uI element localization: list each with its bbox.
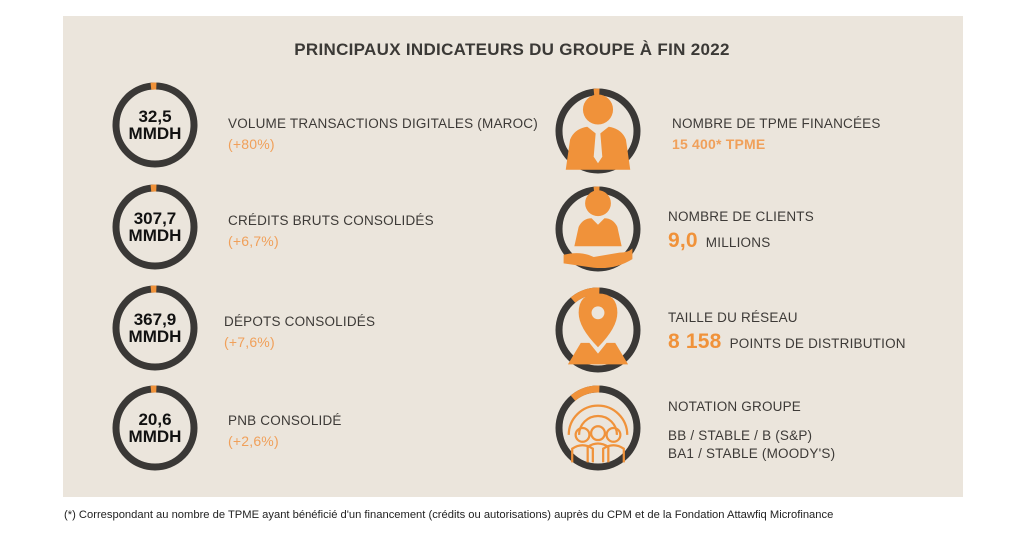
kpi-unit: MMDH: [128, 427, 182, 446]
kpi-ring: 307,7 MMDH: [112, 184, 198, 270]
kpi-value: 32,5: [138, 107, 172, 126]
kpi-unit: POINTS DE DISTRIBUTION: [729, 336, 906, 351]
kpi-unit: MMDH: [128, 327, 182, 346]
infographic-panel: [63, 16, 963, 497]
kpi-value-line: 9,0 MILLIONS: [668, 229, 770, 253]
kpi-ring: [555, 385, 641, 471]
ring-graphic: [112, 184, 198, 270]
kpi-unit: MMDH: [128, 124, 182, 143]
ring-graphic: [555, 385, 641, 471]
kpi-unit: MILLIONS: [705, 235, 771, 250]
kpi-ring: 20,6 MMDH: [112, 385, 198, 471]
kpi-change: (+80%): [228, 136, 275, 152]
rating-moodys: BA1 / STABLE (MOODY'S): [668, 446, 836, 461]
kpi-ring: 32,5 MMDH: [112, 82, 198, 168]
kpi-ring: [555, 88, 641, 174]
kpi-label: CRÉDITS BRUTS CONSOLIDÉS: [228, 213, 434, 228]
kpi-value: 367,9: [133, 310, 177, 329]
ring-graphic: [112, 285, 198, 371]
rating-sp: BB / STABLE / B (S&P): [668, 428, 813, 443]
client-hand-icon: [563, 190, 633, 269]
kpi-ring: [555, 186, 641, 272]
kpi-value-line: 8 158 POINTS DE DISTRIBUTION: [668, 330, 906, 354]
ring-graphic: [112, 82, 198, 168]
kpi-label: VOLUME TRANSACTIONS DIGITALES (MAROC): [228, 116, 538, 131]
kpi-change: (+6,7%): [228, 233, 279, 249]
kpi-label: NOMBRE DE TPME FINANCÉES: [672, 116, 881, 131]
page-title: PRINCIPAUX INDICATEURS DU GROUPE À FIN 2…: [294, 40, 730, 59]
kpi-value: 307,7: [133, 209, 177, 228]
kpi-value: 8 158: [668, 330, 722, 353]
map-pin-icon: [567, 293, 629, 365]
kpi-label: NOMBRE DE CLIENTS: [668, 209, 814, 224]
team-gear-icon: [567, 404, 629, 463]
kpi-label: NOTATION GROUPE: [668, 399, 802, 414]
ring-graphic: [555, 287, 641, 373]
kpi-change: (+7,6%): [224, 334, 275, 350]
ring-accent: [570, 385, 600, 401]
kpi-ring: [555, 287, 641, 373]
ring-graphic: [555, 88, 641, 174]
ring-graphic: [112, 385, 198, 471]
kpi-unit: MMDH: [128, 226, 182, 245]
kpi-ring: 367,9 MMDH: [112, 285, 198, 371]
footnote: (*) Correspondant au nombre de TPME ayan…: [64, 509, 834, 521]
businessman-icon: [565, 94, 631, 170]
ring-accent: [570, 287, 600, 303]
kpi-change: (+2,6%): [228, 433, 279, 449]
kpi-value: 15 400* TPME: [672, 136, 766, 152]
kpi-value: 9,0: [668, 229, 698, 252]
kpi-label: TAILLE DU RÉSEAU: [668, 310, 798, 325]
kpi-label: PNB CONSOLIDÉ: [228, 413, 342, 428]
kpi-label: DÉPOTS CONSOLIDÉS: [224, 314, 376, 329]
kpi-value: 20,6: [138, 410, 172, 429]
